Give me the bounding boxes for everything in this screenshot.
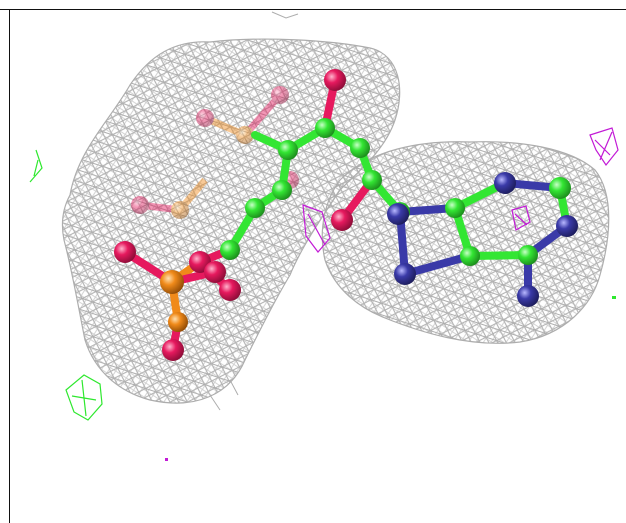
carbon-atom [362, 170, 382, 190]
viewer-frame-top [0, 9, 626, 10]
nitrogen-atom [387, 203, 409, 225]
negative-density-blob-1 [589, 127, 619, 167]
positive-density-blob-1 [65, 374, 103, 421]
nitrogen-atom [517, 285, 539, 307]
nitrogen-atom [494, 172, 516, 194]
oxygen-atom [331, 209, 353, 231]
rear-phosphate-group [131, 86, 299, 219]
oxygen-atom [219, 279, 241, 301]
negative-density-blob-2 [511, 205, 531, 231]
negative-density-blob-3 [302, 204, 331, 253]
negative-density-speck [165, 458, 168, 461]
viewer-frame-left [9, 9, 10, 523]
oxygen-atom [114, 241, 136, 263]
carbon-atom [460, 246, 480, 266]
carbon-atom [445, 198, 465, 218]
oxygen-atom [324, 69, 346, 91]
phosphorus-atom [160, 270, 184, 294]
molecule-atoms [114, 69, 578, 361]
phosphorus-atom [168, 312, 188, 332]
nitrogen-atom [394, 263, 416, 285]
nitrogen-atom [556, 215, 578, 237]
carbon-atom [278, 140, 298, 160]
oxygen-atom [162, 339, 184, 361]
positive-density-speck [612, 296, 616, 299]
oxygen-atom [204, 261, 226, 283]
carbon-atom [272, 180, 292, 200]
carbon-atom [518, 245, 538, 265]
carbon-atom [315, 118, 335, 138]
carbon-atom [549, 177, 571, 199]
carbon-atom [245, 198, 265, 218]
carbon-atom [220, 240, 240, 260]
carbon-atom [350, 138, 370, 158]
positive-density-blob-2 [29, 149, 43, 183]
